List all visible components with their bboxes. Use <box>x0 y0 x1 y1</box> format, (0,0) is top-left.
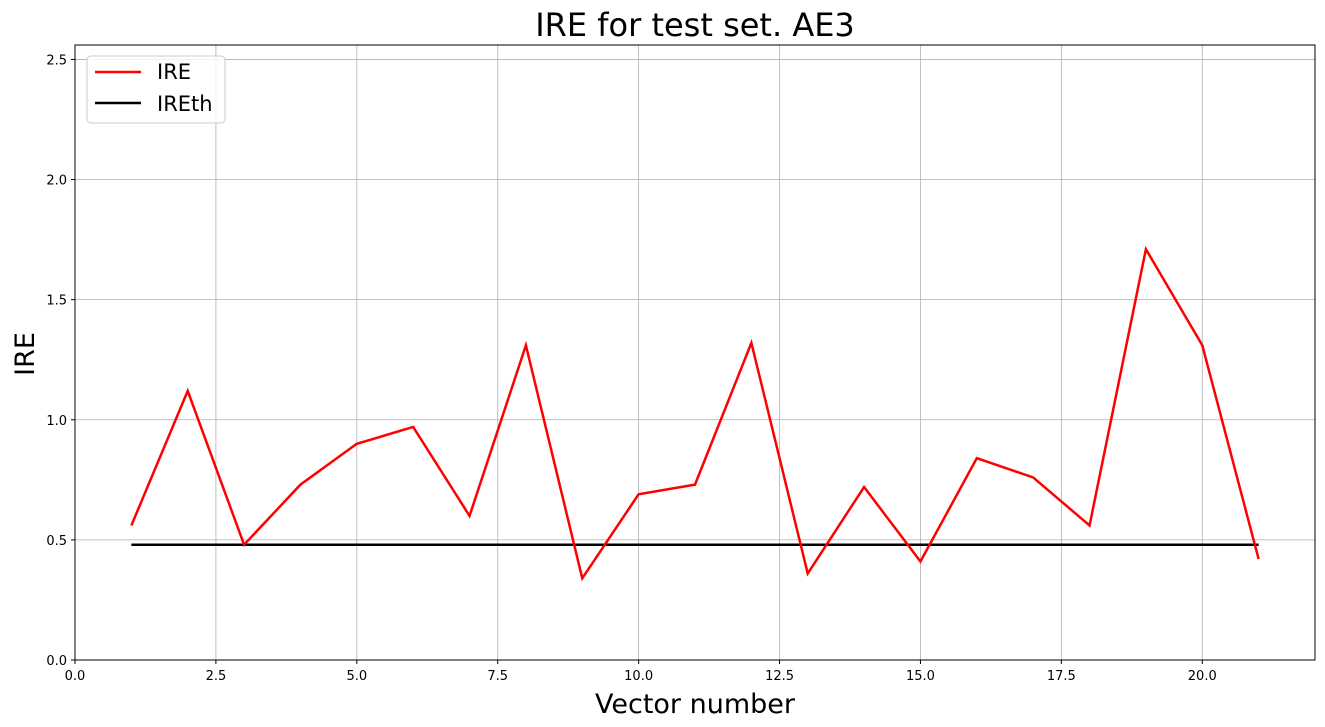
x-tick-label: 10.0 <box>624 669 653 684</box>
y-tick-label: 0.5 <box>46 534 67 549</box>
y-tick-label: 1.5 <box>46 294 67 309</box>
chart-title: IRE for test set. AE3 <box>535 6 855 44</box>
grid <box>74 45 1315 661</box>
x-axis-label: Vector number <box>595 689 796 720</box>
legend: IRE IREth <box>86 55 226 124</box>
legend-label-ire: IRE <box>157 60 191 84</box>
x-tick-label: 17.5 <box>1047 669 1076 684</box>
legend-label-ireth: IREth <box>157 92 213 116</box>
plot-frame <box>74 44 1316 661</box>
x-tick-label: 15.0 <box>906 669 935 684</box>
x-tick-label: 0.0 <box>65 669 86 684</box>
ticks: 0.0 2.5 5.0 7.5 10.0 12.5 15.0 17.5 20.0 0.0 0.5 1.… <box>46 53 1216 684</box>
series-lines <box>130 245 1260 582</box>
x-tick-label: 12.5 <box>765 669 794 684</box>
series-line-ire <box>130 245 1260 582</box>
x-tick-label: 7.5 <box>487 669 508 684</box>
x-tick-label: 5.0 <box>346 669 367 684</box>
y-axis-label: IRE <box>10 332 41 376</box>
y-tick-label: 2.5 <box>46 53 67 68</box>
y-tick-label: 0.0 <box>46 654 67 669</box>
x-tick-label: 20.0 <box>1188 669 1217 684</box>
y-tick-label: 2.0 <box>46 174 67 189</box>
y-tick-label: 1.0 <box>46 414 67 429</box>
x-tick-label: 2.5 <box>206 669 227 684</box>
